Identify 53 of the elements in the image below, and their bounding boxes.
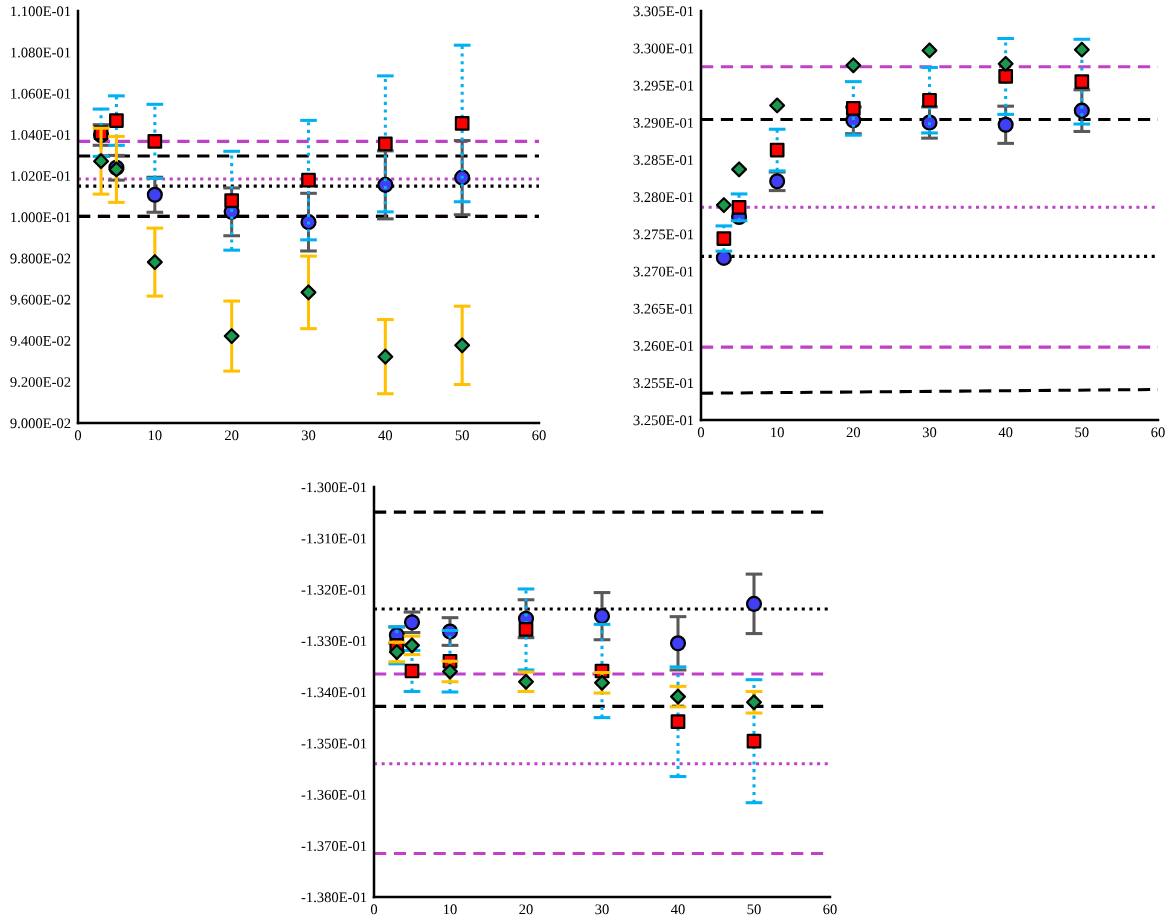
- y-tick-label: -1.360E-01: [301, 789, 367, 800]
- y-tick-label: 1.000E-01: [11, 212, 71, 223]
- x-tick-label: 30: [301, 430, 316, 441]
- x-tick-label: 10: [148, 430, 162, 441]
- y-tick-label: 1.060E-01: [11, 88, 71, 99]
- x-tick-label: 20: [225, 430, 239, 441]
- x-tick-label: 30: [922, 427, 937, 438]
- x-tick-label: 20: [846, 427, 861, 438]
- y-tick-label: -1.380E-01: [301, 892, 367, 903]
- y-tick-label: 1.020E-01: [11, 171, 71, 182]
- x-tick-label: 60: [532, 430, 546, 441]
- y-tick-label: 3.290E-01: [633, 117, 694, 128]
- y-tick-label: 3.305E-01: [633, 6, 694, 17]
- x-tick-label: 50: [1075, 427, 1089, 438]
- y-tick-label: 1.100E-01: [11, 6, 71, 17]
- y-tick-label: -1.310E-01: [301, 533, 367, 544]
- x-tick-label: 10: [771, 427, 784, 438]
- y-tick-label: -1.370E-01: [301, 841, 367, 852]
- y-tick-label: -1.330E-01: [301, 636, 367, 647]
- x-tick-label: 0: [697, 427, 705, 438]
- y-tick-label: 3.250E-01: [633, 415, 694, 426]
- y-tick-label: -1.300E-01: [301, 482, 367, 493]
- y-tick-label: 3.260E-01: [633, 341, 694, 351]
- y-tick-label: 9.600E-02: [10, 294, 71, 305]
- y-tick-label: -1.350E-01: [301, 738, 367, 749]
- y-tick-label: 3.255E-01: [633, 378, 694, 389]
- y-tick-label: -1.320E-01: [301, 584, 367, 595]
- y-tick-label: 3.265E-01: [633, 303, 694, 314]
- y-tick-label: 3.295E-01: [633, 80, 694, 91]
- y-tick-label: 9.200E-02: [10, 377, 71, 388]
- x-tick-label: 30: [595, 904, 609, 915]
- x-tick-label: 50: [747, 904, 761, 915]
- y-tick-label: 1.040E-01: [11, 129, 71, 140]
- x-tick-label: 40: [378, 430, 393, 441]
- x-tick-label: 0: [74, 430, 82, 441]
- y-tick-label: 9.000E-02: [10, 418, 71, 429]
- y-tick-label: 3.300E-01: [633, 43, 694, 54]
- y-tick-label: 3.280E-01: [633, 192, 694, 203]
- x-tick-label: 40: [670, 904, 685, 915]
- y-tick-label: -1.340E-01: [301, 687, 367, 698]
- x-tick-label: 20: [519, 904, 533, 915]
- x-tick-label: 50: [455, 430, 469, 441]
- y-tick-label: 9.800E-02: [10, 253, 71, 264]
- y-tick-label: 1.080E-01: [11, 47, 71, 58]
- x-tick-label: 60: [823, 904, 837, 915]
- x-tick-label: 40: [998, 427, 1013, 438]
- y-tick-label: 3.285E-01: [633, 155, 694, 165]
- x-tick-label: 60: [1151, 427, 1165, 438]
- y-tick-label: 3.275E-01: [633, 229, 694, 240]
- x-tick-label: 0: [370, 904, 378, 915]
- y-tick-label: 3.270E-01: [633, 266, 694, 277]
- y-tick-label: 9.400E-02: [10, 335, 71, 346]
- x-tick-label: 10: [443, 904, 457, 915]
